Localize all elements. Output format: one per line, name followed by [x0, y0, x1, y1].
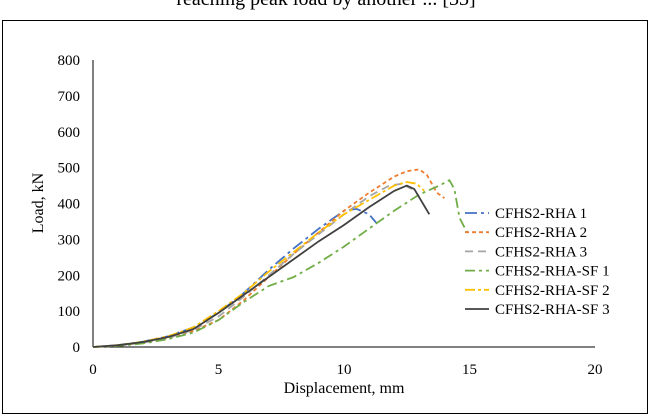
series-line-cfhs2-rha-3 [92, 182, 413, 348]
y-tick-label: 200 [58, 268, 81, 284]
y-tick-label: 500 [58, 161, 81, 177]
y-tick-labels: 0 100 200 300 400 500 600 700 800 [58, 53, 81, 356]
y-tick-label: 800 [58, 53, 81, 69]
chart-frame [2, 20, 648, 414]
y-tick-label: 600 [58, 125, 81, 141]
y-tick-label: 400 [58, 197, 81, 213]
legend-label-cfhs2-rha-3: CFHS2-RHA 3 [495, 244, 587, 260]
legend-label-cfhs2-rha-sf-2: CFHS2-RHA-SF 2 [495, 283, 610, 299]
y-axis-title: Load, kN [30, 172, 47, 233]
axes [92, 60, 595, 348]
y-tick-label: 0 [73, 340, 81, 356]
series-line-cfhs2-rha-sf-1 [92, 178, 468, 348]
x-tick-labels: 0 5 10 15 20 [89, 362, 602, 378]
series-lines [92, 168, 468, 348]
x-tick-label: 15 [462, 362, 477, 378]
series-line-cfhs2-rha-sf-2 [92, 181, 425, 348]
x-tick-label: 0 [89, 362, 97, 378]
caption-fragment: reaching peak load by another ... [33] [0, 0, 652, 11]
x-axis-title: Displacement, mm [284, 380, 405, 397]
y-tick-label: 300 [58, 232, 81, 248]
legend: CFHS2-RHA 1 CFHS2-RHA 2 CFHS2-RHA 3 CFHS2-R… [465, 206, 610, 318]
series-line-cfhs2-rha-1 [92, 207, 378, 348]
legend-label-cfhs2-rha-sf-3: CFHS2-RHA-SF 3 [495, 302, 610, 318]
legend-label-cfhs2-rha-sf-1: CFHS2-RHA-SF 1 [495, 264, 610, 280]
y-tick-label: 100 [58, 304, 81, 320]
series-line-cfhs2-rha-2 [92, 168, 445, 348]
y-tick-label: 700 [58, 89, 81, 105]
legend-label-cfhs2-rha-1: CFHS2-RHA 1 [495, 206, 587, 222]
legend-label-cfhs2-rha-2: CFHS2-RHA 2 [495, 225, 587, 241]
series-line-cfhs2-rha-sf-3 [92, 184, 431, 348]
x-tick-label: 20 [588, 362, 603, 378]
x-tick-label: 5 [215, 362, 223, 378]
x-tick-label: 10 [337, 362, 352, 378]
